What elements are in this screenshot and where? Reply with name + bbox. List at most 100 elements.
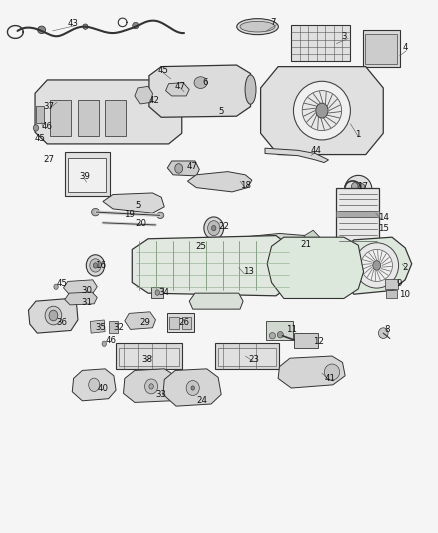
Ellipse shape xyxy=(373,261,381,270)
Text: 39: 39 xyxy=(80,173,91,181)
Ellipse shape xyxy=(54,284,58,289)
Ellipse shape xyxy=(38,26,46,34)
Ellipse shape xyxy=(155,290,159,295)
Text: 25: 25 xyxy=(195,242,206,251)
Ellipse shape xyxy=(378,328,388,338)
Polygon shape xyxy=(187,172,252,192)
Polygon shape xyxy=(166,83,189,96)
Bar xyxy=(109,321,118,333)
Bar xyxy=(182,317,191,329)
Polygon shape xyxy=(135,86,152,104)
Ellipse shape xyxy=(240,21,275,32)
Text: 45: 45 xyxy=(34,134,45,143)
Bar xyxy=(218,348,276,366)
Polygon shape xyxy=(28,298,78,333)
Text: 41: 41 xyxy=(325,374,336,383)
Polygon shape xyxy=(64,280,97,294)
Ellipse shape xyxy=(45,306,62,325)
Text: 45: 45 xyxy=(158,66,169,75)
Polygon shape xyxy=(261,67,383,155)
Ellipse shape xyxy=(86,255,105,276)
Text: 44: 44 xyxy=(311,146,322,155)
Polygon shape xyxy=(65,292,97,305)
Text: 7: 7 xyxy=(271,19,276,27)
Ellipse shape xyxy=(145,379,158,394)
Ellipse shape xyxy=(197,246,201,250)
Text: 21: 21 xyxy=(300,240,311,248)
Bar xyxy=(151,287,163,298)
Bar xyxy=(105,100,126,136)
Text: 36: 36 xyxy=(56,318,67,327)
Text: 43: 43 xyxy=(68,20,79,28)
Ellipse shape xyxy=(245,75,256,104)
Text: 5: 5 xyxy=(136,201,141,209)
Ellipse shape xyxy=(302,91,342,131)
Polygon shape xyxy=(132,236,293,296)
Text: 8: 8 xyxy=(385,325,390,334)
Ellipse shape xyxy=(175,246,180,250)
Bar xyxy=(36,106,44,123)
Bar xyxy=(294,333,318,348)
Ellipse shape xyxy=(175,164,183,173)
Text: 5: 5 xyxy=(218,108,224,116)
Text: 18: 18 xyxy=(240,181,251,190)
Text: 6: 6 xyxy=(202,78,208,87)
Ellipse shape xyxy=(324,364,340,380)
Polygon shape xyxy=(72,369,116,401)
Ellipse shape xyxy=(93,263,98,268)
Ellipse shape xyxy=(83,24,88,29)
Polygon shape xyxy=(265,148,328,163)
Text: 46: 46 xyxy=(106,336,117,344)
Text: 17: 17 xyxy=(357,182,368,191)
Bar xyxy=(215,343,279,369)
Ellipse shape xyxy=(194,77,207,88)
Text: 32: 32 xyxy=(114,324,125,332)
Ellipse shape xyxy=(345,175,372,203)
Bar xyxy=(90,320,105,333)
Text: 27: 27 xyxy=(43,156,54,164)
Text: 23: 23 xyxy=(249,356,260,364)
Text: 26: 26 xyxy=(179,318,190,327)
Ellipse shape xyxy=(133,22,139,29)
Ellipse shape xyxy=(351,182,358,191)
Bar xyxy=(78,100,99,136)
Text: 47: 47 xyxy=(186,162,197,171)
Polygon shape xyxy=(166,241,210,255)
Bar xyxy=(266,321,293,340)
Polygon shape xyxy=(163,369,221,406)
Bar xyxy=(169,317,179,329)
Text: 24: 24 xyxy=(196,397,207,405)
Text: 34: 34 xyxy=(159,288,170,296)
Text: 9: 9 xyxy=(396,279,402,288)
Polygon shape xyxy=(301,230,320,253)
Ellipse shape xyxy=(316,103,328,118)
Bar xyxy=(386,290,397,298)
Polygon shape xyxy=(189,293,243,309)
Ellipse shape xyxy=(186,381,199,395)
Text: 31: 31 xyxy=(81,298,92,307)
Bar xyxy=(119,348,179,366)
Bar xyxy=(65,152,110,196)
Polygon shape xyxy=(267,237,364,298)
Bar xyxy=(363,30,400,67)
Ellipse shape xyxy=(90,259,101,272)
Text: 30: 30 xyxy=(81,286,92,295)
Ellipse shape xyxy=(293,82,350,140)
Text: 1: 1 xyxy=(355,130,360,139)
Text: 35: 35 xyxy=(95,324,106,332)
Ellipse shape xyxy=(358,183,365,191)
Text: 19: 19 xyxy=(124,210,134,219)
Ellipse shape xyxy=(92,208,99,216)
Text: 12: 12 xyxy=(313,337,324,345)
Ellipse shape xyxy=(149,384,153,389)
Text: 10: 10 xyxy=(399,290,410,298)
Ellipse shape xyxy=(191,386,194,390)
Text: 11: 11 xyxy=(286,325,297,334)
Text: 37: 37 xyxy=(43,102,54,111)
Polygon shape xyxy=(35,80,182,144)
Text: 38: 38 xyxy=(141,356,152,364)
Bar xyxy=(385,279,398,289)
Polygon shape xyxy=(278,356,345,388)
Text: 40: 40 xyxy=(97,384,108,392)
Polygon shape xyxy=(167,161,199,176)
